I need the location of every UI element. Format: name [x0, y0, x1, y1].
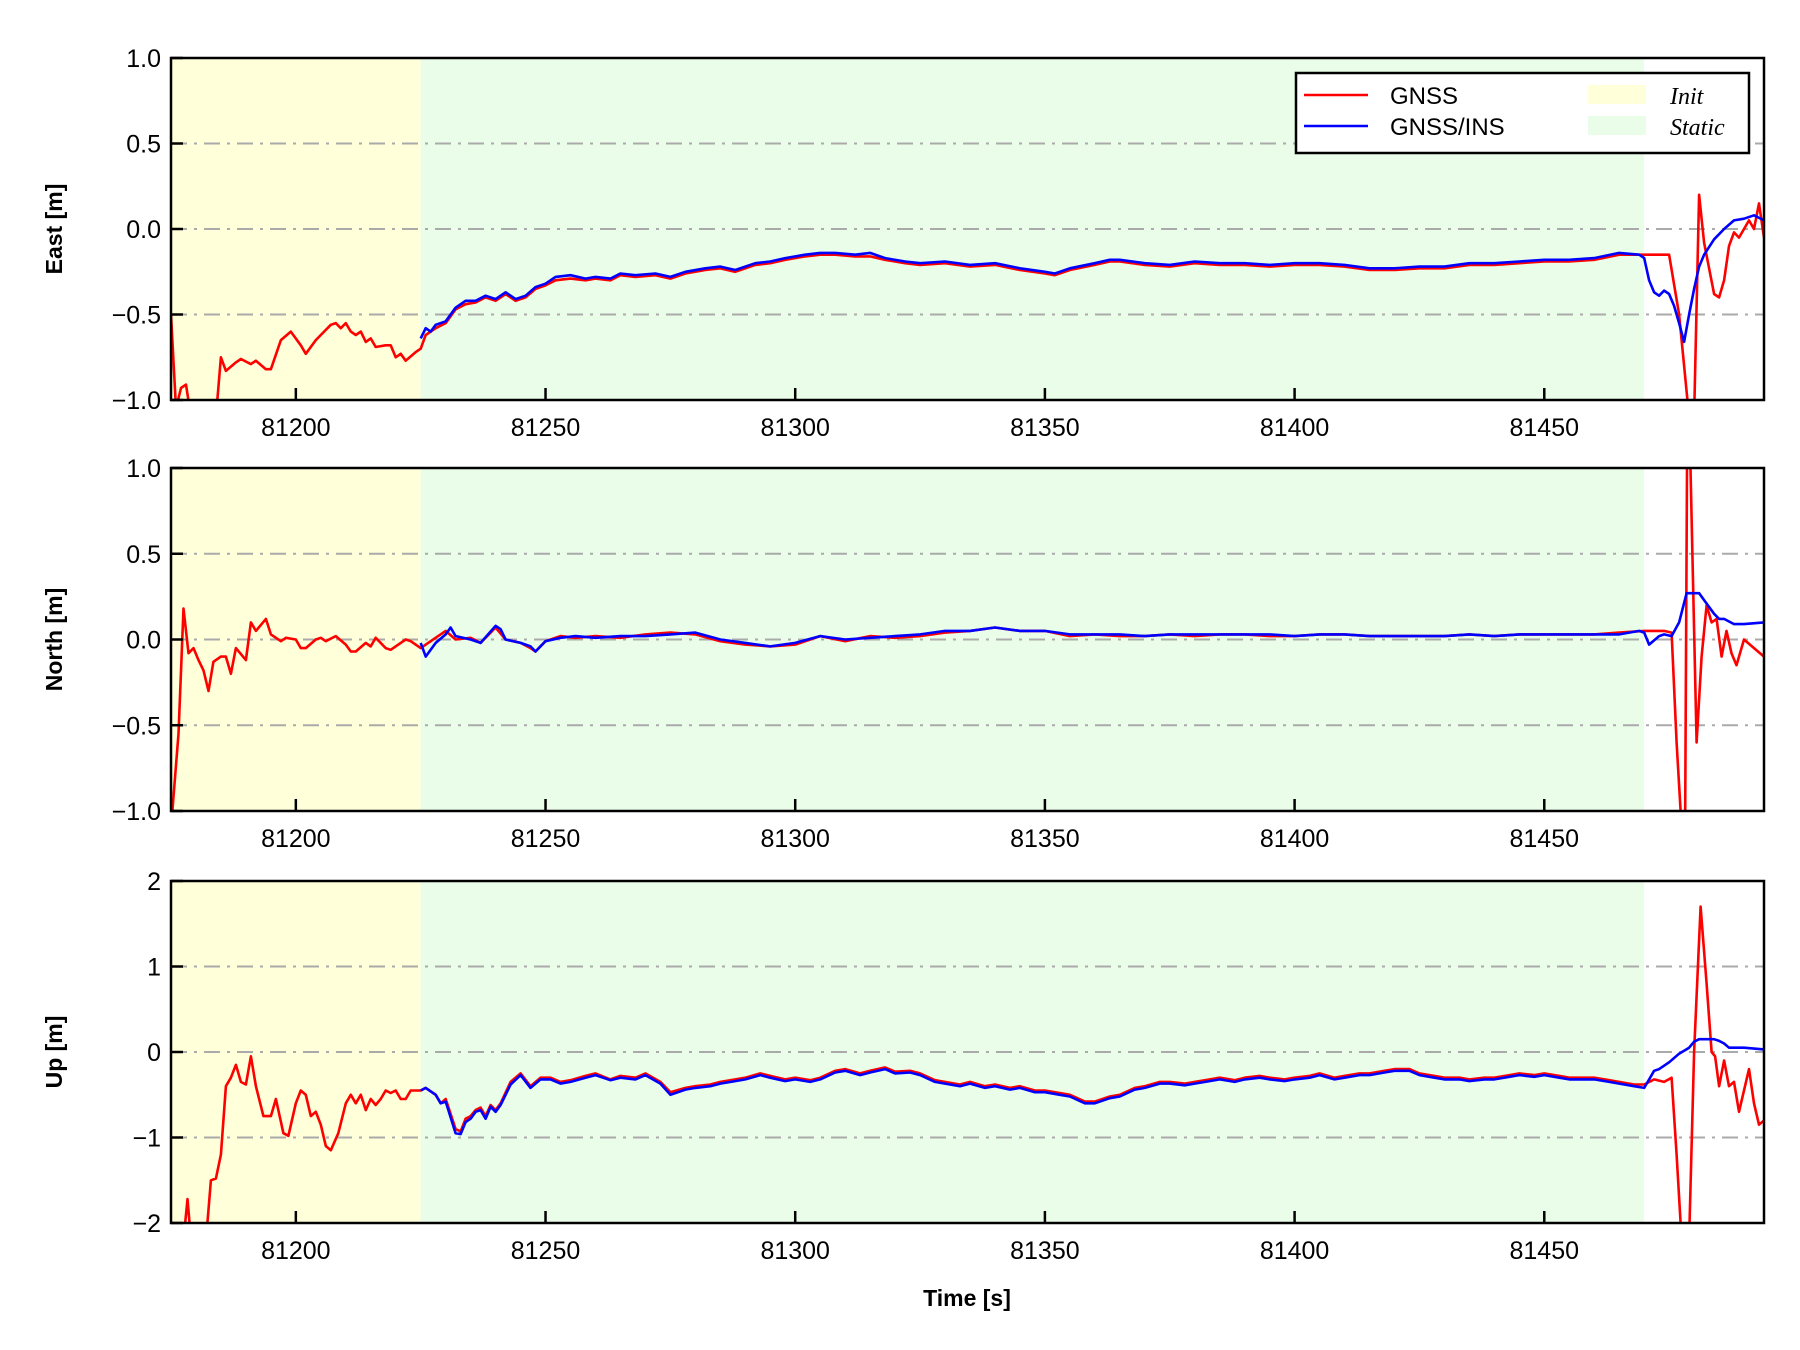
x-tick-label: 81300 — [760, 1237, 830, 1265]
x-tick-label: 81400 — [1260, 825, 1330, 853]
x-tick-label: 81200 — [261, 1237, 331, 1265]
series-gnss-up — [183, 905, 1764, 1223]
y-tick-label: −1 — [132, 1125, 161, 1153]
x-tick-label: 81250 — [511, 414, 581, 442]
legend-frame — [1294, 71, 1751, 155]
y-tick-label: 0.0 — [126, 627, 161, 655]
panel-up: −2 −1 0 1 2 81200 81250 81300 81350 81400 81450 Up … — [41, 868, 1766, 1265]
legend-label-init: Init — [1669, 84, 1705, 110]
y-tick-label: 0.5 — [126, 541, 161, 569]
y-tick-label: −0.5 — [112, 712, 161, 740]
legend-label-static: Static — [1670, 115, 1725, 141]
y-tick-label: 0 — [147, 1039, 161, 1067]
x-tick-label: 81300 — [760, 825, 830, 853]
y-tick-label: 1 — [147, 954, 161, 982]
y-tick-label: −2 — [132, 1210, 161, 1238]
x-tick-label: 81250 — [511, 825, 581, 853]
y-tick-label: −1.0 — [112, 387, 161, 415]
x-tick-label: 81350 — [1010, 825, 1080, 853]
x-tick-label: 81250 — [511, 1237, 581, 1265]
y-tick-label: 0.5 — [126, 131, 161, 159]
x-tick-label: 81450 — [1510, 1237, 1580, 1265]
legend-label-gnss-ins: GNSS/INS — [1390, 114, 1505, 141]
x-tick-label: 81400 — [1260, 1237, 1330, 1265]
legend-label-gnss: GNSS — [1390, 83, 1458, 110]
panel-north: −1.0 −0.5 0.0 0.5 1.0 81200 81250 81300 81350 814… — [41, 455, 1766, 853]
series-gnss-ins-up — [420, 1037, 1764, 1136]
legend: GNSS GNSS/INS Init Static — [1294, 71, 1751, 155]
y-axis-label-east: East [m] — [41, 184, 67, 275]
x-tick-label: 81350 — [1010, 414, 1080, 442]
y-tick-label: 1.0 — [126, 455, 161, 483]
series-gnss-east — [171, 193, 1764, 400]
series-gnss-ins-east — [419, 214, 1764, 344]
y-tick-label: −0.5 — [112, 302, 161, 330]
y-axis-label-up: Up [m] — [41, 1016, 67, 1089]
y-axis-label-north: North [m] — [41, 588, 67, 691]
series-gnss-ins-north — [419, 591, 1764, 658]
y-tick-label: −1.0 — [112, 798, 161, 826]
x-tick-label: 81400 — [1260, 414, 1330, 442]
x-tick-label: 81300 — [760, 414, 830, 442]
x-tick-label: 81450 — [1510, 825, 1580, 853]
x-tick-label: 81450 — [1510, 414, 1580, 442]
legend-swatch-static — [1588, 116, 1646, 135]
y-tick-label: 2 — [147, 868, 161, 896]
x-tick-label: 81200 — [261, 825, 331, 853]
x-tick-label: 81350 — [1010, 1237, 1080, 1265]
y-tick-label: 1.0 — [126, 45, 161, 73]
legend-swatch-init — [1588, 85, 1646, 104]
x-tick-label: 81200 — [261, 414, 331, 442]
series-gnss-north — [171, 468, 1764, 811]
x-axis-label: Time [s] — [923, 1285, 1011, 1311]
y-tick-label: 0.0 — [126, 216, 161, 244]
